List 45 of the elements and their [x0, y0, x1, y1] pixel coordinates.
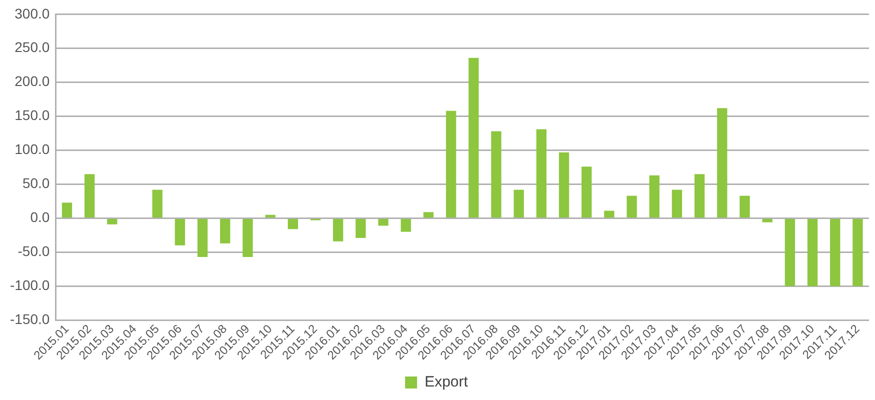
bar	[446, 110, 456, 218]
bar	[62, 202, 72, 218]
bar	[649, 175, 660, 218]
bar	[852, 218, 863, 286]
y-tick-label: 250.0	[14, 39, 50, 56]
bar	[356, 218, 366, 238]
y-tick-label: -150.0	[10, 311, 50, 328]
bar	[604, 210, 614, 218]
bar	[423, 212, 434, 218]
bar	[582, 166, 592, 218]
bar	[491, 131, 502, 218]
y-tick-label: 0.0	[30, 209, 50, 226]
bar	[740, 196, 750, 218]
bar	[288, 218, 298, 230]
bar	[717, 108, 728, 218]
bar	[400, 218, 411, 232]
bar	[468, 58, 479, 218]
bar	[378, 218, 388, 226]
y-tick-label: 100.0	[14, 141, 50, 158]
bar	[558, 152, 570, 218]
bar	[514, 190, 524, 218]
bar	[197, 218, 208, 257]
bar	[220, 218, 230, 244]
bar	[672, 190, 682, 218]
bar	[174, 218, 186, 246]
bar	[265, 214, 276, 218]
bar	[536, 129, 547, 218]
bar	[107, 218, 118, 224]
y-tick-label: 200.0	[14, 73, 50, 90]
bar	[694, 174, 705, 218]
bar	[626, 196, 637, 218]
y-tick-label: -50.0	[18, 243, 50, 260]
y-tick-label: 300.0	[14, 5, 50, 22]
y-tick-label: 150.0	[14, 107, 50, 124]
y-tick-label: -100.0	[10, 277, 50, 294]
bar	[333, 218, 344, 242]
bar	[830, 218, 840, 286]
bar	[762, 218, 772, 222]
bar	[242, 218, 253, 257]
bar	[152, 190, 162, 218]
bar	[784, 218, 796, 286]
y-tick-label: 50.0	[22, 175, 50, 192]
bar	[84, 174, 95, 218]
bar	[807, 218, 818, 286]
legend-label: Export	[424, 374, 469, 391]
